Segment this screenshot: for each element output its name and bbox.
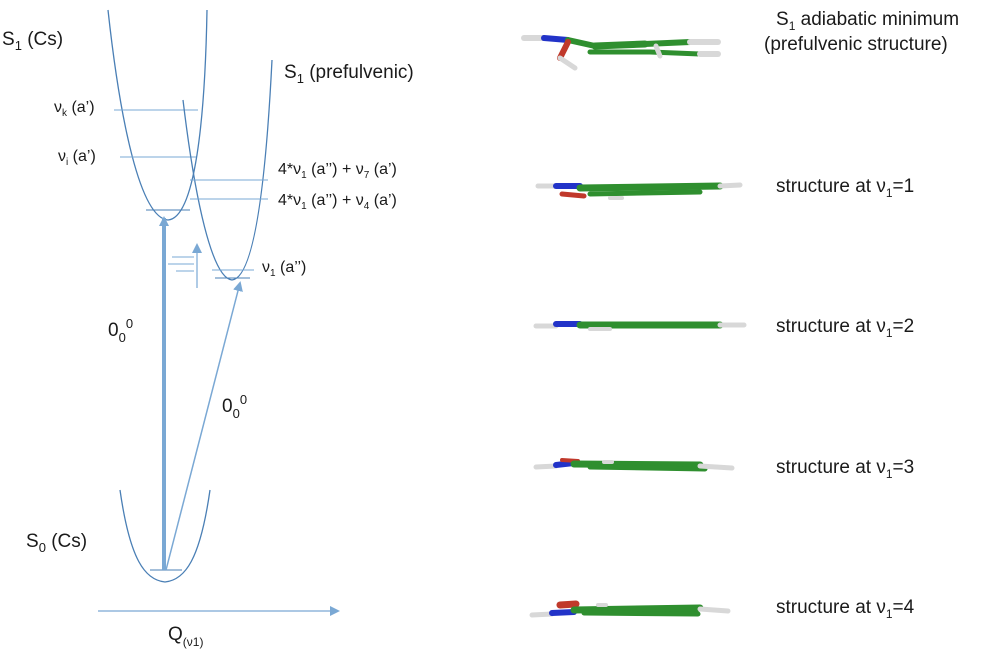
adiabatic-transition-arrow xyxy=(165,281,243,571)
transition-right-label: 000 xyxy=(222,392,247,421)
structure-v1-1 xyxy=(535,182,743,200)
s0-potential-curve xyxy=(119,489,211,583)
transition-left-label: 000 xyxy=(108,316,133,345)
structure-v1-2 xyxy=(533,321,747,331)
caption-v1-4: structure at ν1=4 xyxy=(776,597,915,621)
structure-v1-3 xyxy=(533,458,735,472)
s1-cs-label: S1 (Cs) xyxy=(2,29,63,53)
caption-v1-1: structure at ν1=1 xyxy=(776,176,915,200)
s1-prefulvenic-label: S1 (prefulvenic) xyxy=(284,62,414,86)
level-combo-7-label: 4*ν1 (a’’) + ν7 (a’) xyxy=(278,161,397,181)
structure-v1-4 xyxy=(529,600,731,618)
level-vk-label: νk (a’) xyxy=(54,99,95,119)
s1-prefulvenic-potential-curve xyxy=(182,59,273,281)
level-combo-4-label: 4*ν1 (a’’) + ν4 (a’) xyxy=(278,192,397,212)
structure-adiabatic-minimum xyxy=(521,35,721,71)
caption-v1-2: structure at ν1=2 xyxy=(776,316,915,340)
vibrational-ladder xyxy=(168,256,194,272)
level-vi-label: νi (a’) xyxy=(58,148,96,168)
caption-adiabatic-minimum: S1 adiabatic minimum xyxy=(776,9,960,33)
caption-adiabatic-minimum-2: (prefulvenic structure) xyxy=(764,34,948,55)
s1-cs-potential-curve xyxy=(107,9,208,221)
s0-cs-label: S0 (Cs) xyxy=(26,531,87,555)
axis-label: Q(ν1) xyxy=(168,624,203,649)
caption-v1-3: structure at ν1=3 xyxy=(776,457,915,481)
level-v1-label: ν1 (a’’) xyxy=(262,259,306,279)
